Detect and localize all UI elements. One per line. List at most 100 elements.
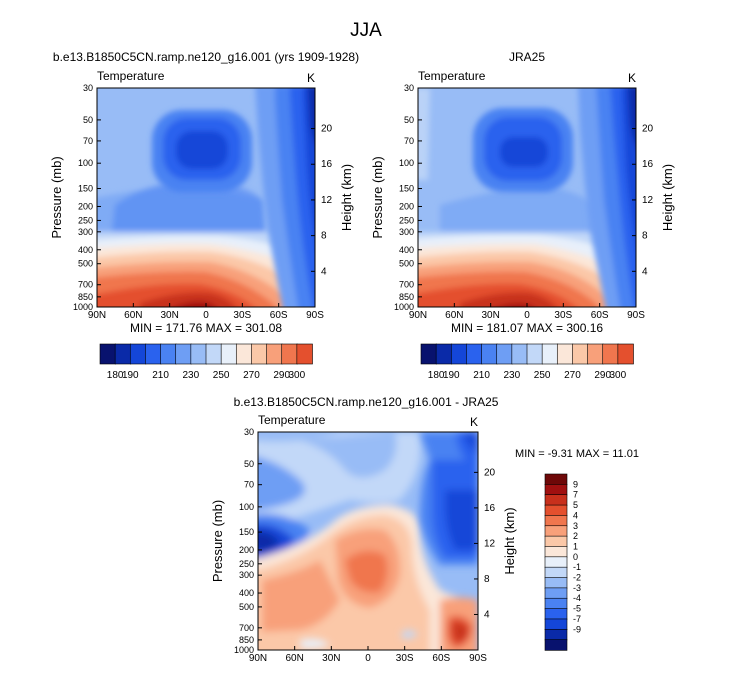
y-tick-label: 100 [239, 502, 254, 512]
colorbar-swatch [587, 343, 604, 365]
colorbar-swatch [544, 494, 568, 506]
y-right-tick-label: 8 [321, 231, 327, 242]
y-right-tick-label: 4 [321, 266, 327, 277]
colorbar-label: 290 [594, 370, 611, 381]
colorbar-swatch [544, 504, 568, 517]
y-tick-label: 50 [244, 459, 254, 469]
panel-units: K [470, 415, 478, 429]
colorbar-label: 210 [473, 370, 490, 381]
y-right-tick-label: 8 [484, 574, 490, 585]
colorbar-swatch [160, 343, 177, 365]
y-tick-label: 500 [78, 259, 93, 269]
colorbar-swatch [496, 343, 513, 365]
x-tick-label: 90S [469, 653, 487, 664]
y-tick-label: 250 [399, 215, 414, 225]
colorbar-swatch [466, 343, 483, 365]
colorbar-swatch [296, 343, 313, 365]
colorbar-label: 1 [573, 541, 578, 551]
x-tick-label: 30S [396, 653, 414, 664]
panel-title: JRA25 [509, 50, 545, 64]
colorbar-label: 9 [573, 479, 578, 489]
y-tick-label: 400 [78, 245, 93, 255]
colorbar-swatch [544, 484, 568, 496]
panel-reanalysis-temperature: JRA25 Temperature K [370, 50, 675, 381]
x-tick-label: 30N [322, 653, 340, 664]
colorbar-swatch [266, 343, 283, 365]
colorbar-label: 180 [107, 370, 124, 381]
x-tick-label: 90S [306, 310, 324, 321]
y-axis-title: Pressure (mb) [49, 156, 64, 238]
colorbar-swatch [235, 343, 253, 365]
y-tick-label: 300 [399, 227, 414, 237]
x-tick-label: 60N [285, 653, 303, 664]
x-tick-label: 30N [160, 310, 178, 321]
colorbar-swatch [129, 343, 147, 365]
colorbar-label: 300 [289, 370, 306, 381]
y-tick-label: 100 [78, 158, 93, 168]
stats-label: MIN = -9.31 MAX = 11.01 [515, 448, 639, 460]
y-right-tick-label: 4 [484, 609, 490, 620]
colorbar-swatch [281, 343, 298, 365]
colorbar-swatch [544, 628, 568, 641]
temperature-contour-field [418, 88, 636, 307]
colorbar-swatch [251, 343, 268, 365]
y-tick-label: 150 [78, 184, 93, 194]
panel-axes: 90N 60N 30N 0 30S 60S 90S305070100150200250300… [370, 83, 675, 321]
x-tick-label: 60N [445, 310, 463, 321]
y-tick-label: 1000 [234, 645, 254, 655]
y-right-tick-label: 20 [484, 467, 496, 478]
y-tick-label: 200 [78, 201, 93, 211]
colorbar-swatch [544, 515, 568, 527]
y-right-tick-label: 16 [321, 159, 333, 170]
x-tick-label: 60N [124, 310, 142, 321]
colorbar-label: 190 [122, 370, 139, 381]
colorbar-label: -4 [573, 593, 581, 603]
y-tick-label: 30 [404, 83, 414, 93]
panel-subtitle-left: Temperature [97, 69, 165, 83]
y-tick-label: 850 [239, 635, 254, 645]
y-right-tick-label: 4 [642, 266, 648, 277]
panel-axes: 90N 60N 30N 0 30S 60S 90S305070100150200250300… [210, 427, 517, 664]
panel-title: b.e13.B1850C5CN.ramp.ne120_g16.001 (yrs … [53, 50, 359, 64]
colorbar-label: -3 [573, 583, 581, 593]
colorbar-swatch [544, 556, 568, 568]
y-tick-label: 30 [83, 83, 93, 93]
colorbar-swatch [99, 343, 116, 365]
colorbar-label: 3 [573, 521, 578, 531]
y-tick-label: 70 [244, 480, 254, 490]
colorbar-swatch [544, 608, 568, 620]
colorbar-label: 180 [428, 370, 445, 381]
x-tick-label: 30S [554, 310, 572, 321]
x-tick-label: 0 [203, 310, 209, 321]
colorbar-label: 250 [534, 370, 551, 381]
y-tick-label: 70 [404, 136, 414, 146]
colorbar-label: 290 [273, 370, 290, 381]
colorbar-swatch [544, 618, 568, 630]
y-right-tick-label: 12 [484, 538, 496, 549]
y-tick-label: 700 [78, 280, 93, 290]
colorbar-swatch [544, 473, 568, 486]
colorbar-label: -2 [573, 573, 581, 583]
colorbar-swatch [544, 587, 568, 599]
y-tick-label: 250 [78, 215, 93, 225]
colorbar-swatch [175, 343, 192, 365]
panel-title: b.e13.B1850C5CN.ramp.ne120_g16.001 - JRA… [234, 395, 499, 409]
y-right-tick-label: 16 [484, 503, 496, 514]
x-tick-label: 60S [432, 653, 450, 664]
y-tick-label: 1000 [73, 302, 93, 312]
y-right-tick-label: 8 [642, 231, 648, 242]
colorbar-swatch [220, 343, 238, 365]
y-tick-label: 150 [239, 527, 254, 537]
colorbar-swatch [435, 343, 453, 365]
y-tick-label: 30 [244, 427, 254, 437]
panel-subtitle-left: Temperature [258, 413, 326, 427]
y-tick-label: 250 [239, 559, 254, 569]
x-tick-label: 30S [233, 310, 251, 321]
x-tick-label: 60S [591, 310, 609, 321]
x-tick-label: 90N [88, 310, 106, 321]
y-right-axis-title: Height (km) [660, 164, 675, 231]
colorbar-label: 270 [564, 370, 581, 381]
